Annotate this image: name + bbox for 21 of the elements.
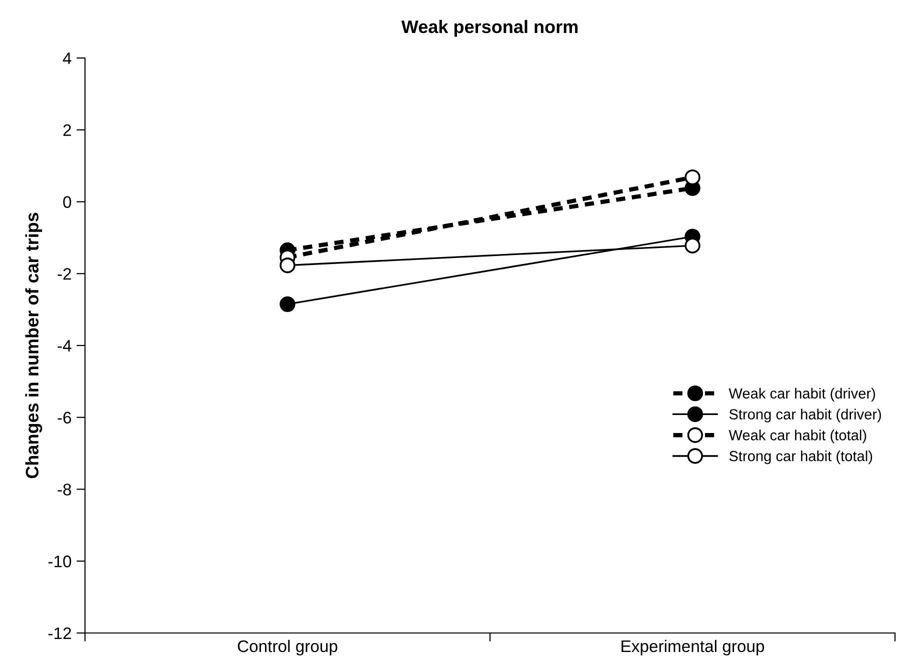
- x-tick-label: Experimental group: [622, 640, 764, 656]
- y-tick-label: -8: [58, 484, 72, 496]
- y-tick-label: -4: [58, 340, 72, 352]
- y-tick-label: -2: [58, 268, 71, 280]
- legend-label: Strong car habit (total): [729, 450, 872, 464]
- point: [684, 238, 700, 254]
- point: [280, 296, 296, 312]
- y-tick-label: -6: [58, 412, 72, 424]
- point: [684, 169, 700, 186]
- y-tick-label: 4: [62, 52, 72, 64]
- legend-label: Weak car habit (total): [728, 430, 866, 444]
- point: [280, 258, 296, 274]
- legend-label: Strong car habit (driver): [729, 408, 881, 422]
- x-tick-label: Control group: [238, 640, 338, 656]
- legend-label: Weak car habit (driver): [728, 388, 876, 402]
- y-axis-title: Changes in number of car trips: [25, 212, 42, 478]
- y-tick-label: -12: [48, 627, 71, 640]
- y-tick-label: -10: [48, 556, 72, 568]
- y-tick-label: 0: [63, 196, 72, 208]
- y-tick-label: 2: [63, 124, 71, 136]
- chart-title: Weak personal norm: [401, 20, 578, 37]
